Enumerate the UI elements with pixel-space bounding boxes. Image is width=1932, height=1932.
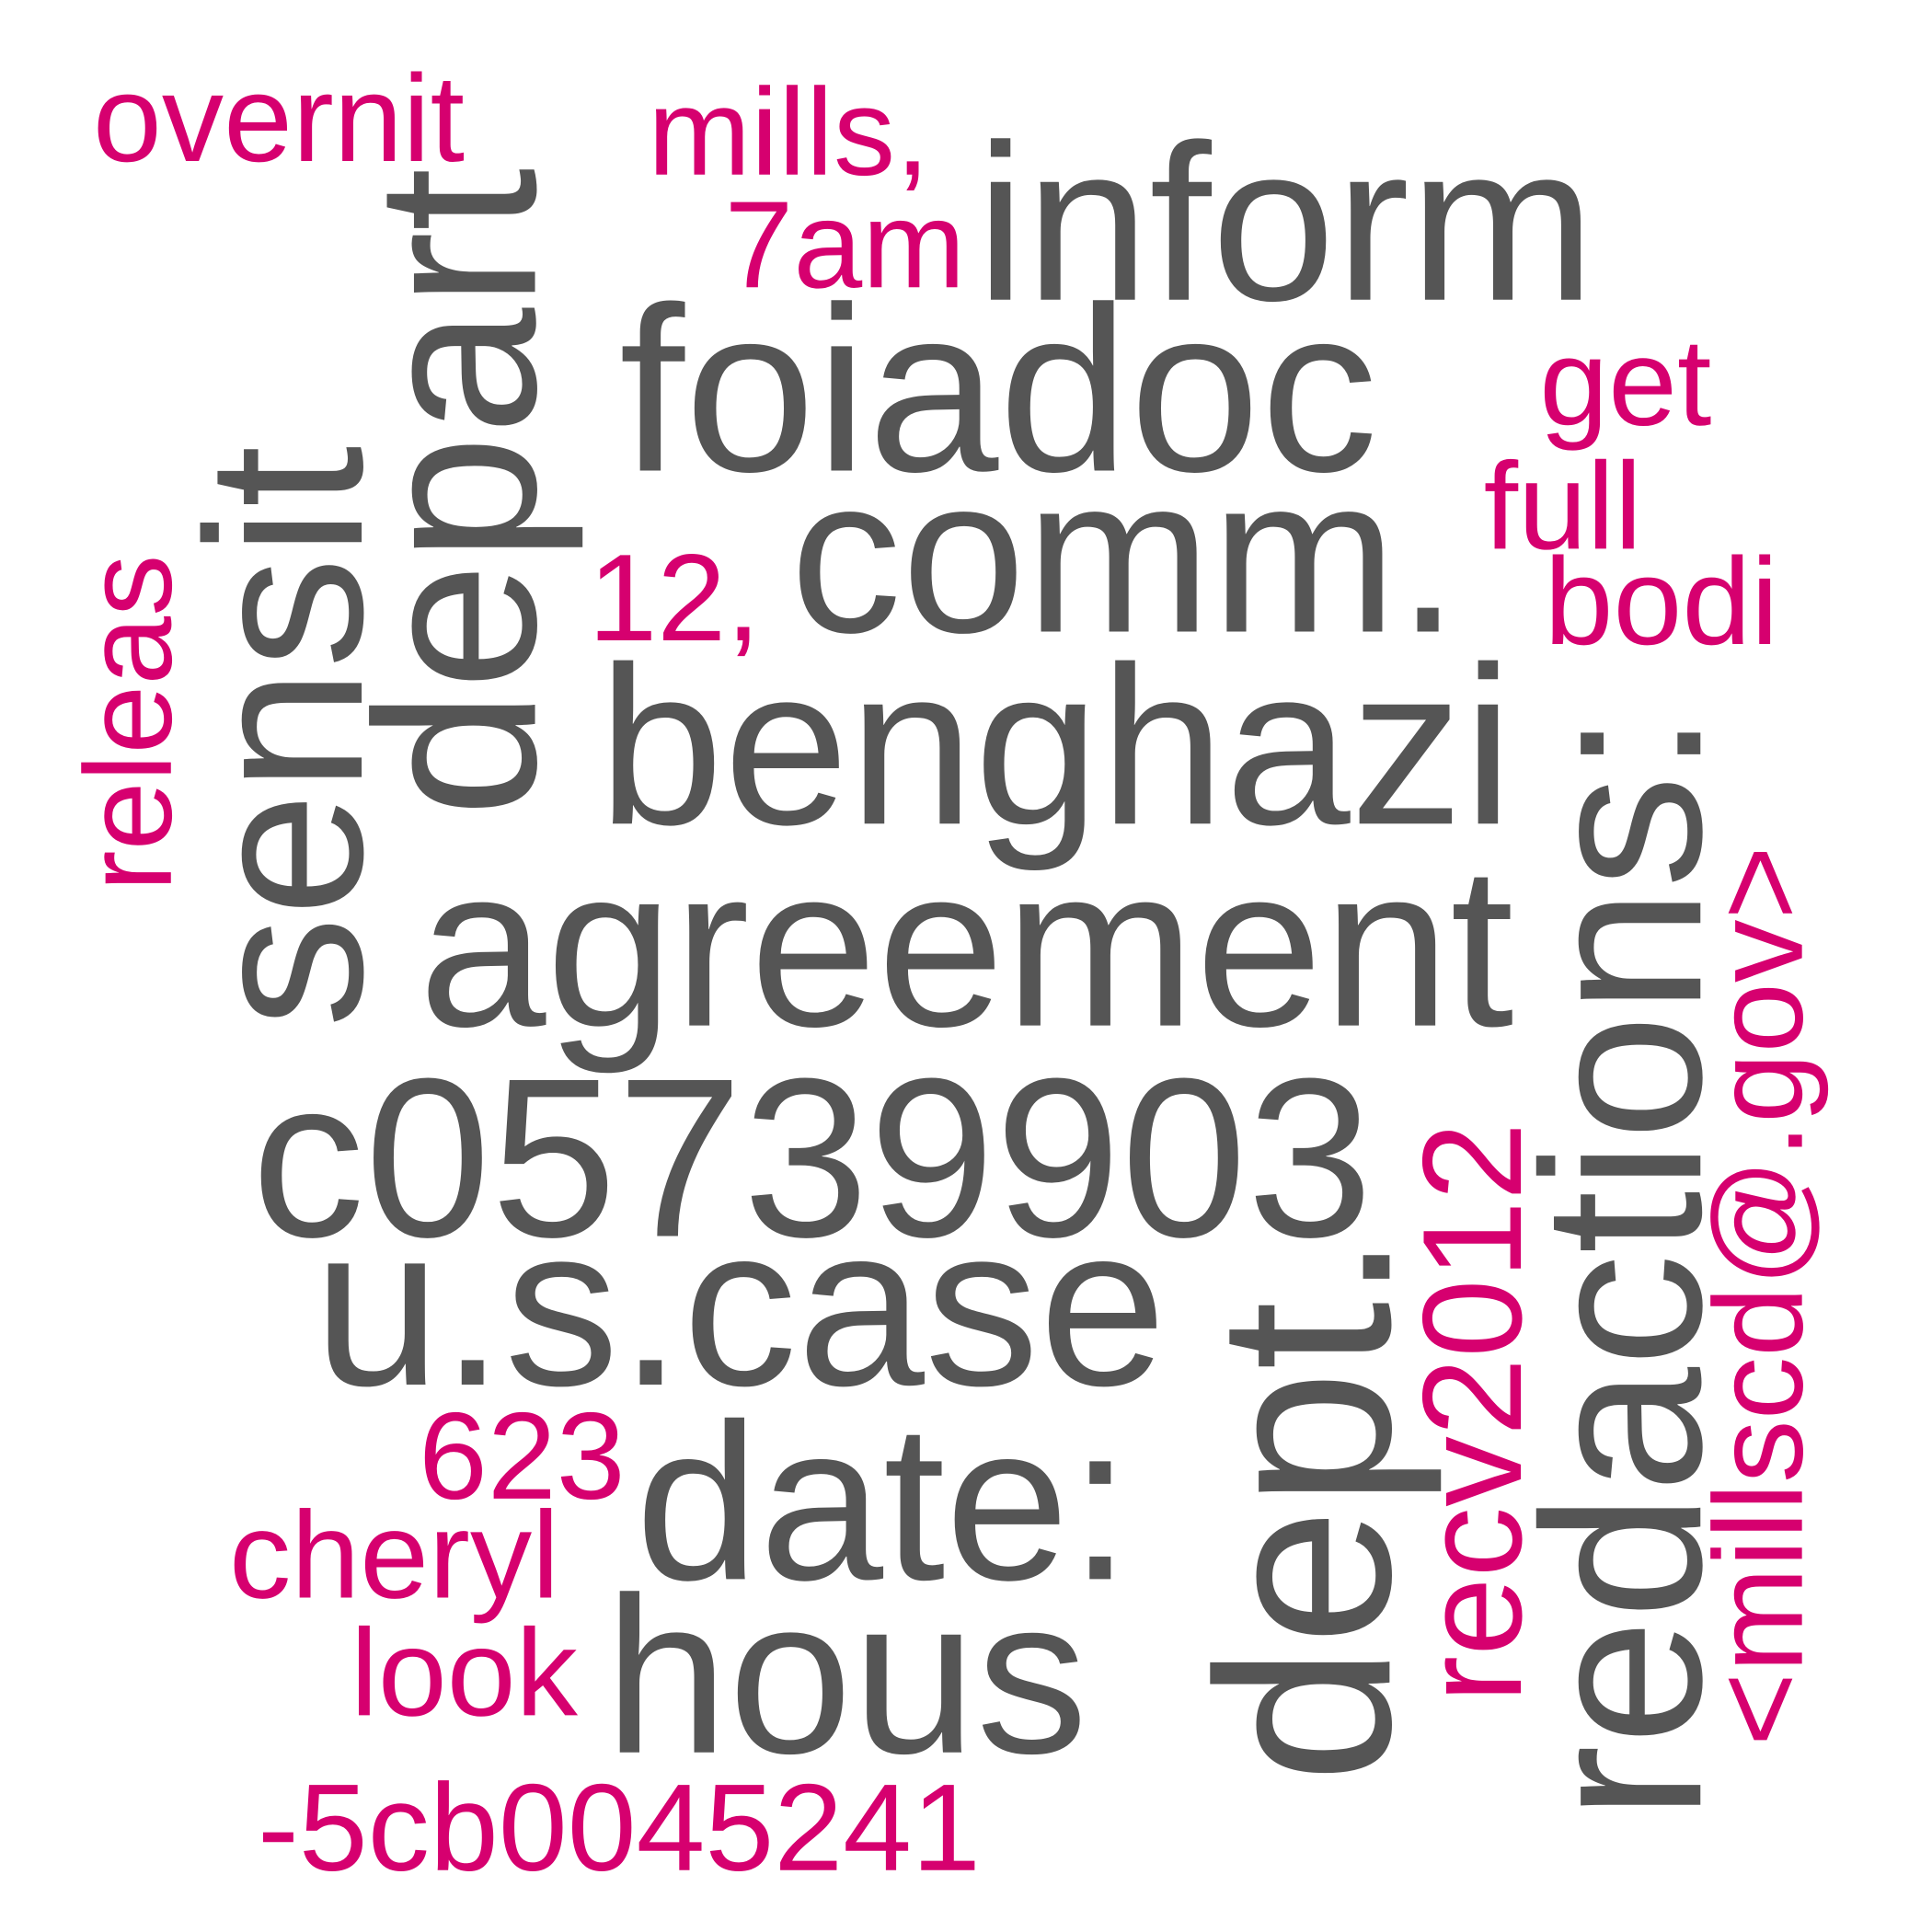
word-redactions: redactions: bbox=[1496, 712, 1749, 1821]
word-depart: depart bbox=[328, 167, 584, 817]
word-email-millscd: <millscd@.gov> bbox=[1689, 845, 1830, 1746]
word-hous: hous bbox=[604, 1552, 1087, 1800]
word-bodi: bodi bbox=[1545, 532, 1779, 671]
word-agreement: agreement bbox=[419, 819, 1513, 1075]
word-inform: inform bbox=[976, 99, 1595, 348]
word-foiadoc: foiadoc bbox=[619, 259, 1378, 522]
word-c05739903: c05739903 bbox=[251, 1031, 1373, 1284]
word-full: full bbox=[1484, 436, 1642, 575]
word-sensit: sensit bbox=[161, 445, 409, 1028]
word-623: 623 bbox=[419, 1386, 626, 1525]
word-releas: releas bbox=[59, 555, 198, 892]
word-7am: 7am bbox=[725, 175, 966, 314]
word-mills: mills, bbox=[648, 63, 930, 201]
word-dept: dept. bbox=[1166, 1233, 1443, 1784]
word-cheryl: cheryl bbox=[229, 1486, 559, 1625]
word-recv2012: recv2012 bbox=[1393, 1122, 1551, 1703]
word-benghazi: benghazi bbox=[598, 619, 1512, 871]
word-12: 12, bbox=[588, 528, 760, 667]
word-comm: comm. bbox=[790, 431, 1459, 680]
word-look: look bbox=[351, 1603, 579, 1742]
word-overnit: overnit bbox=[93, 49, 465, 188]
word-get: get bbox=[1539, 313, 1711, 452]
word-date: date: bbox=[636, 1378, 1132, 1627]
word-hash-5cb0045241: -5cb0045241 bbox=[258, 1758, 981, 1897]
word-us-case: u.s.case bbox=[314, 1178, 1167, 1433]
